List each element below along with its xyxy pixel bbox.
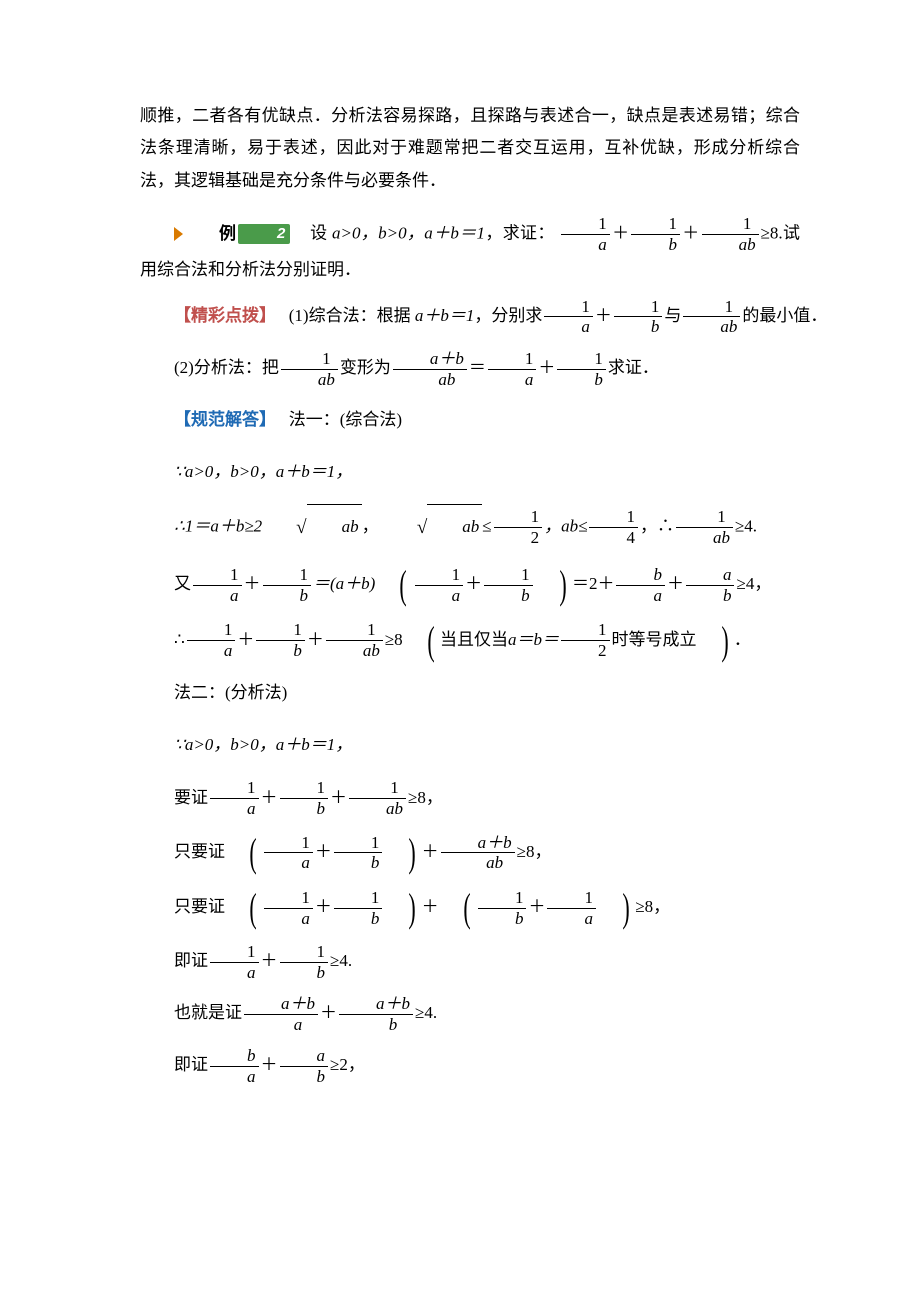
frac: 1b <box>334 834 383 873</box>
big-paren-right: ) <box>702 621 728 661</box>
frac: 1b <box>478 889 527 928</box>
frac: ab <box>686 566 735 605</box>
big-paren-left: ( <box>381 565 407 605</box>
synth-step-2: 又1a＋1b＝(a＋b)(1a＋1b)＝2＋ba＋ab≥4， <box>140 560 800 608</box>
frac: 1ab <box>676 508 733 547</box>
analysis-step-3: 只要证(1a＋1b)＋(1b＋1a)≥8， <box>140 883 800 931</box>
frac: 1a <box>264 889 313 928</box>
frac: 1ab <box>326 621 383 660</box>
triangle-icon <box>174 227 183 241</box>
frac: 1b <box>280 779 329 818</box>
hint2-mid: 变形为 <box>340 358 391 377</box>
example-stem: 例 2 设 a>0，b>0，a＋b＝1，求证： 1a＋1b＋1ab≥8.试用综合… <box>140 215 800 286</box>
frac: 1ab <box>349 779 406 818</box>
sqrt-ab-2: √ab <box>383 503 482 552</box>
frac: 1a <box>488 350 537 389</box>
frac: 1a <box>547 889 596 928</box>
hint-line-2: (2)分析法：把1ab变形为a＋bab＝1a＋1b求证． <box>140 346 800 390</box>
solution-label: 【规范解答】 <box>174 410 276 429</box>
frac-1-over-a: 1a <box>561 215 610 254</box>
example-block: 例 2 设 a>0，b>0，a＋b＝1，求证： 1a＋1b＋1ab≥8.试用综合… <box>140 215 800 286</box>
frac: 1b <box>263 566 312 605</box>
example-number: 2 <box>238 224 290 244</box>
example-label: 例 <box>185 218 236 250</box>
frac: ba <box>210 1047 259 1086</box>
frac: 12 <box>494 508 543 547</box>
sqrt-ab: √ab <box>262 503 361 552</box>
cond-line-2: ∵a>0，b>0，a＋b＝1， <box>140 723 800 767</box>
analysis-step-1: 要证1a＋1b＋1ab≥8， <box>140 776 800 820</box>
big-paren-left: ( <box>408 621 434 661</box>
frac: 1b <box>280 943 329 982</box>
hint-label: 【精彩点拨】 <box>174 306 276 325</box>
cond-line-1: ∵a>0，b>0，a＋b＝1， <box>140 450 800 494</box>
frac: 1b <box>614 298 663 337</box>
stem-mid: ，求证： <box>485 223 555 242</box>
frac: 1b <box>256 621 305 660</box>
stem-prefix: 设 <box>310 223 332 242</box>
frac: 14 <box>589 508 638 547</box>
frac: ab <box>280 1047 329 1086</box>
hint1-cond: a＋b＝1 <box>415 306 475 325</box>
hint2-suffix: 求证． <box>608 358 659 377</box>
frac: a＋bab <box>441 834 515 873</box>
analysis-step-6: 即证ba＋ab≥2， <box>140 1043 800 1087</box>
frac: 1a <box>415 566 464 605</box>
synth-step-3: ∴1a＋1b＋1ab≥8(当且仅当a＝b＝12时等号成立)． <box>140 616 800 664</box>
stem-cond: a>0，b>0，a＋b＝1 <box>332 223 485 242</box>
analysis-step-2: 只要证(1a＋1b)＋a＋bab≥8， <box>140 828 800 876</box>
frac: a＋ba <box>244 995 318 1034</box>
frac: 1b <box>334 889 383 928</box>
ineq-text: ≥8. <box>761 223 783 242</box>
frac: 1a <box>193 566 242 605</box>
frac: 1ab <box>683 298 740 337</box>
frac-1-over-ab: 1ab <box>702 215 759 254</box>
hint1-mid2: 与 <box>664 306 681 325</box>
example-marker: 例 2 <box>174 218 290 250</box>
frac: 1a <box>264 834 313 873</box>
solution-method2-title: 法二：(分析法) <box>140 671 800 715</box>
frac: 1a <box>187 621 236 660</box>
frac: 12 <box>561 621 610 660</box>
intro-paragraph: 顺推，二者各有优缺点．分析法容易探路，且探路与表述合一，缺点是表述易错；综合法条… <box>140 100 800 197</box>
frac: a＋bab <box>393 350 467 389</box>
solution-method1-title: 【规范解答】 法一：(综合法) <box>140 398 800 442</box>
hint2-prefix: (2)分析法：把 <box>174 358 279 377</box>
frac: 1a <box>210 779 259 818</box>
hint1-mid: ，分别求 <box>474 306 542 325</box>
frac-1-over-b: 1b <box>631 215 680 254</box>
frac: 1a <box>544 298 593 337</box>
document-page: 顺推，二者各有优缺点．分析法容易探路，且探路与表述合一，缺点是表述易错；综合法条… <box>0 0 920 1302</box>
hint1-prefix: (1)综合法：根据 <box>289 306 415 325</box>
frac: ba <box>616 566 665 605</box>
synth-step-1: ∴1＝a＋b≥2√ab， √ab≤12，ab≤14，∴1ab≥4. <box>140 503 800 552</box>
hint1-suffix: 的最小值． <box>742 306 827 325</box>
frac: 1a <box>210 943 259 982</box>
frac: 1b <box>484 566 533 605</box>
frac: 1ab <box>281 350 338 389</box>
method1-title: 法一：(综合法) <box>289 410 402 429</box>
frac: 1b <box>557 350 606 389</box>
frac: a＋bb <box>339 995 413 1034</box>
analysis-step-5: 也就是证a＋ba＋a＋bb≥4. <box>140 991 800 1035</box>
hint-line-1: 【精彩点拨】 (1)综合法：根据 a＋b＝1，分别求1a＋1b与1ab的最小值． <box>140 294 800 338</box>
big-paren-right: ) <box>540 565 566 605</box>
analysis-step-4: 即证1a＋1b≥4. <box>140 939 800 983</box>
